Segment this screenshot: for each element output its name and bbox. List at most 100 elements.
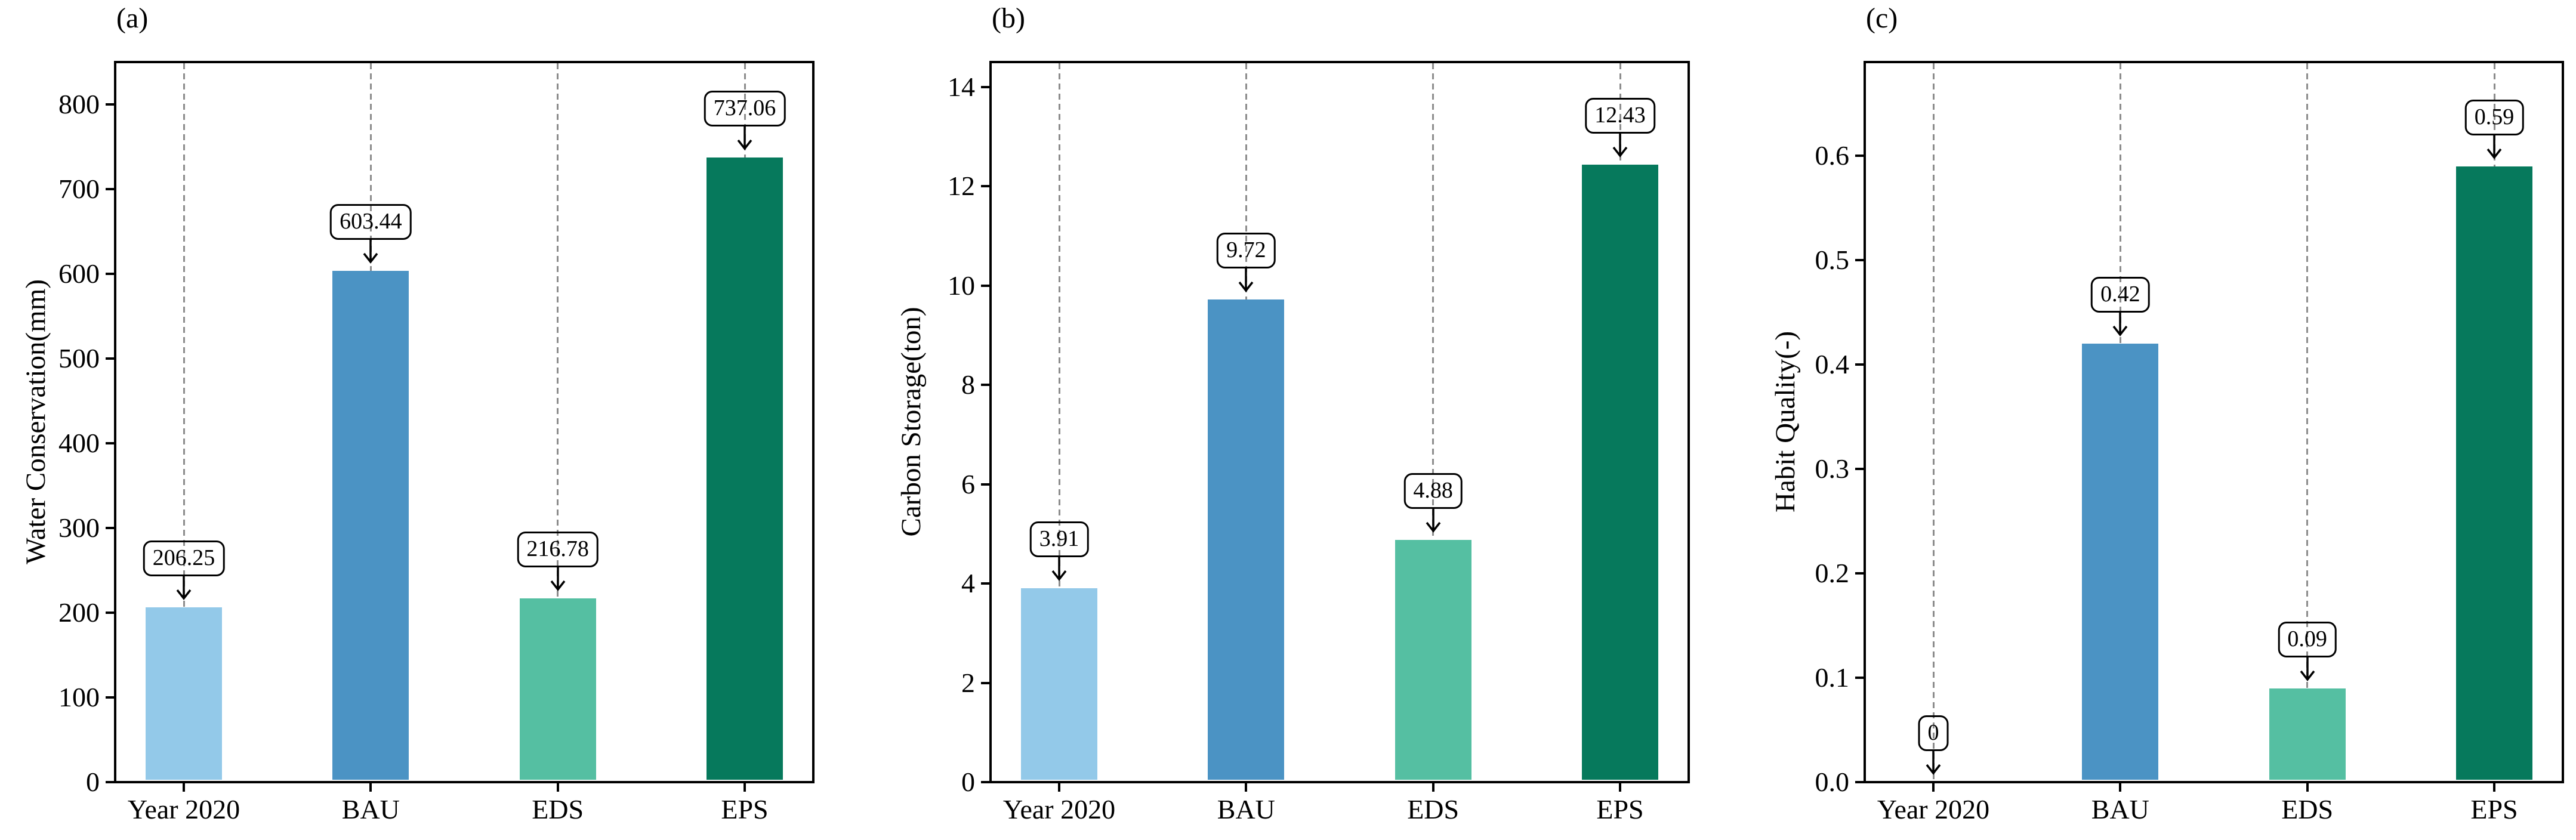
y-tick-label: 0.5 bbox=[1815, 245, 1850, 276]
y-tick-label: 0.2 bbox=[1815, 558, 1850, 589]
down-arrow-icon bbox=[736, 126, 754, 151]
y-tick-mark bbox=[981, 582, 989, 585]
x-tick-mark bbox=[556, 783, 559, 792]
y-tick-mark bbox=[106, 527, 114, 529]
down-arrow-icon bbox=[2299, 657, 2316, 682]
y-tick-label: 0.3 bbox=[1815, 453, 1850, 484]
panel-b: (b) Carbon Storage(ton) 3.91 Year 2020 9.72 B… bbox=[859, 0, 1717, 840]
value-annotation: 0.42 bbox=[2091, 277, 2150, 313]
x-tick-label: BAU bbox=[341, 794, 400, 824]
down-arrow-icon bbox=[362, 239, 380, 264]
x-tick-label: EDS bbox=[1407, 794, 1460, 824]
bar bbox=[2082, 344, 2159, 780]
bar bbox=[1395, 539, 1471, 780]
y-tick-mark bbox=[981, 483, 989, 486]
down-arrow-icon bbox=[549, 567, 567, 592]
y-tick-label: 700 bbox=[58, 174, 100, 204]
x-tick-label: EDS bbox=[532, 794, 584, 824]
x-tick-mark bbox=[1058, 783, 1060, 792]
y-tick-label: 400 bbox=[58, 428, 100, 458]
y-tick-mark bbox=[106, 612, 114, 614]
bar bbox=[146, 607, 222, 780]
value-annotation: 9.72 bbox=[1217, 232, 1276, 268]
bar bbox=[332, 271, 409, 780]
x-tick-label: BAU bbox=[1217, 794, 1275, 824]
down-arrow-icon bbox=[175, 576, 193, 601]
value-annotation: 737.06 bbox=[704, 91, 786, 127]
y-tick-mark bbox=[981, 681, 989, 684]
y-tick-mark bbox=[106, 781, 114, 783]
bar bbox=[707, 158, 783, 780]
y-tick-mark bbox=[106, 273, 114, 275]
y-tick-label: 2 bbox=[961, 667, 975, 698]
y-tick-label: 500 bbox=[58, 343, 100, 373]
gridline bbox=[2306, 63, 2309, 780]
y-tick-label: 800 bbox=[58, 89, 100, 119]
y-tick-label: 12 bbox=[948, 171, 975, 202]
value-annotation: 603.44 bbox=[330, 204, 412, 240]
value-annotation: 0 bbox=[1918, 715, 1949, 751]
down-arrow-icon bbox=[1611, 133, 1629, 158]
y-tick-mark bbox=[1855, 468, 1864, 471]
y-tick-label: 8 bbox=[961, 369, 975, 400]
down-arrow-icon bbox=[2485, 135, 2503, 160]
y-tick-label: 6 bbox=[961, 468, 975, 499]
x-tick-mark bbox=[2306, 783, 2309, 792]
bar bbox=[2456, 166, 2532, 780]
y-tick-mark bbox=[1855, 677, 1864, 680]
y-tick-mark bbox=[1855, 781, 1864, 783]
y-tick-label: 200 bbox=[58, 597, 100, 628]
y-tick-label: 0.1 bbox=[1815, 662, 1850, 693]
x-tick-label: Year 2020 bbox=[127, 794, 240, 824]
y-tick-label: 10 bbox=[948, 270, 975, 301]
x-tick-label: EDS bbox=[2281, 794, 2334, 824]
y-tick-mark bbox=[981, 781, 989, 783]
y-tick-mark bbox=[1855, 155, 1864, 158]
x-tick-mark bbox=[1619, 783, 1621, 792]
gridline bbox=[557, 63, 559, 780]
panel-label: (a) bbox=[116, 2, 149, 34]
y-tick-label: 14 bbox=[948, 71, 975, 102]
panel-c: (c) Habit Quality(-) 0 Year 2020 0.42 BAU 0.09… bbox=[1717, 0, 2576, 840]
value-annotation: 12.43 bbox=[1585, 98, 1655, 134]
down-arrow-icon bbox=[1237, 268, 1255, 293]
x-tick-mark bbox=[1432, 783, 1434, 792]
x-tick-mark bbox=[1932, 783, 1935, 792]
y-tick-mark bbox=[1855, 259, 1864, 262]
x-tick-label: EPS bbox=[2470, 794, 2518, 824]
down-arrow-icon bbox=[1050, 557, 1068, 582]
y-tick-mark bbox=[981, 384, 989, 387]
y-tick-mark bbox=[106, 696, 114, 699]
x-tick-label: BAU bbox=[2091, 794, 2149, 824]
x-tick-label: Year 2020 bbox=[1877, 794, 1990, 824]
x-tick-mark bbox=[2119, 783, 2122, 792]
value-annotation: 206.25 bbox=[143, 541, 225, 577]
y-tick-mark bbox=[106, 357, 114, 360]
y-tick-label: 4 bbox=[961, 568, 975, 599]
down-arrow-icon bbox=[1424, 508, 1442, 533]
gridline bbox=[1058, 63, 1060, 780]
y-axis-label: Carbon Storage(ton) bbox=[896, 307, 927, 537]
x-tick-label: EPS bbox=[721, 794, 769, 824]
gridline bbox=[1932, 63, 1935, 780]
y-tick-label: 0.6 bbox=[1815, 140, 1850, 171]
bar bbox=[1021, 588, 1097, 780]
y-tick-mark bbox=[981, 185, 989, 188]
x-tick-label: Year 2020 bbox=[1002, 794, 1116, 824]
y-tick-label: 600 bbox=[58, 258, 100, 289]
panel-a: (a) Water Conservation(mm) 206.25 Year 2020… bbox=[0, 0, 859, 840]
bar bbox=[1582, 165, 1658, 780]
value-annotation: 3.91 bbox=[1029, 521, 1089, 557]
y-tick-mark bbox=[1855, 572, 1864, 575]
y-tick-mark bbox=[981, 85, 989, 88]
y-tick-mark bbox=[981, 284, 989, 287]
bar bbox=[1208, 299, 1285, 780]
y-tick-label: 0 bbox=[961, 767, 975, 797]
gridline bbox=[1432, 63, 1434, 780]
x-tick-mark bbox=[369, 783, 372, 792]
y-tick-mark bbox=[106, 103, 114, 106]
x-tick-mark bbox=[183, 783, 185, 792]
value-annotation: 4.88 bbox=[1403, 472, 1463, 509]
down-arrow-icon bbox=[2111, 312, 2129, 337]
